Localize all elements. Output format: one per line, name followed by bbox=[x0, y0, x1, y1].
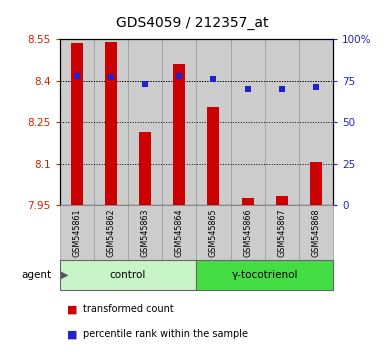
Bar bbox=[276, 196, 288, 205]
Text: GSM545865: GSM545865 bbox=[209, 208, 218, 257]
Bar bbox=[60, 260, 196, 290]
Text: transformed count: transformed count bbox=[83, 304, 174, 314]
Text: GSM545867: GSM545867 bbox=[277, 208, 286, 257]
Text: ▶: ▶ bbox=[61, 270, 68, 280]
Text: GDS4059 / 212357_at: GDS4059 / 212357_at bbox=[116, 16, 269, 30]
Bar bbox=[71, 43, 83, 205]
Text: GSM545863: GSM545863 bbox=[141, 208, 150, 257]
Text: percentile rank within the sample: percentile rank within the sample bbox=[83, 329, 248, 339]
Bar bbox=[60, 39, 94, 205]
Text: γ-tocotrienol: γ-tocotrienol bbox=[231, 270, 298, 280]
Bar bbox=[264, 205, 299, 260]
Text: GSM545864: GSM545864 bbox=[175, 208, 184, 257]
Bar bbox=[299, 205, 333, 260]
Text: control: control bbox=[110, 270, 146, 280]
Bar bbox=[231, 39, 264, 205]
Bar bbox=[196, 39, 231, 205]
Bar bbox=[231, 205, 264, 260]
Bar bbox=[310, 162, 322, 205]
Bar bbox=[94, 39, 128, 205]
Bar bbox=[196, 205, 231, 260]
Bar bbox=[128, 205, 162, 260]
Bar bbox=[208, 107, 219, 205]
Text: GSM545868: GSM545868 bbox=[311, 208, 320, 257]
Bar bbox=[162, 205, 196, 260]
Bar bbox=[264, 39, 299, 205]
Bar bbox=[162, 39, 196, 205]
Bar bbox=[173, 64, 185, 205]
Text: GSM545866: GSM545866 bbox=[243, 208, 252, 257]
Bar bbox=[105, 42, 117, 205]
Text: agent: agent bbox=[22, 270, 52, 280]
Bar bbox=[94, 205, 128, 260]
Bar bbox=[299, 39, 333, 205]
Bar bbox=[196, 260, 333, 290]
Text: ■: ■ bbox=[67, 329, 78, 339]
Bar bbox=[139, 132, 151, 205]
Text: ■: ■ bbox=[67, 304, 78, 314]
Bar bbox=[128, 39, 162, 205]
Text: GSM545862: GSM545862 bbox=[106, 208, 115, 257]
Bar bbox=[60, 205, 94, 260]
Bar bbox=[242, 198, 254, 205]
Text: GSM545861: GSM545861 bbox=[72, 208, 81, 257]
